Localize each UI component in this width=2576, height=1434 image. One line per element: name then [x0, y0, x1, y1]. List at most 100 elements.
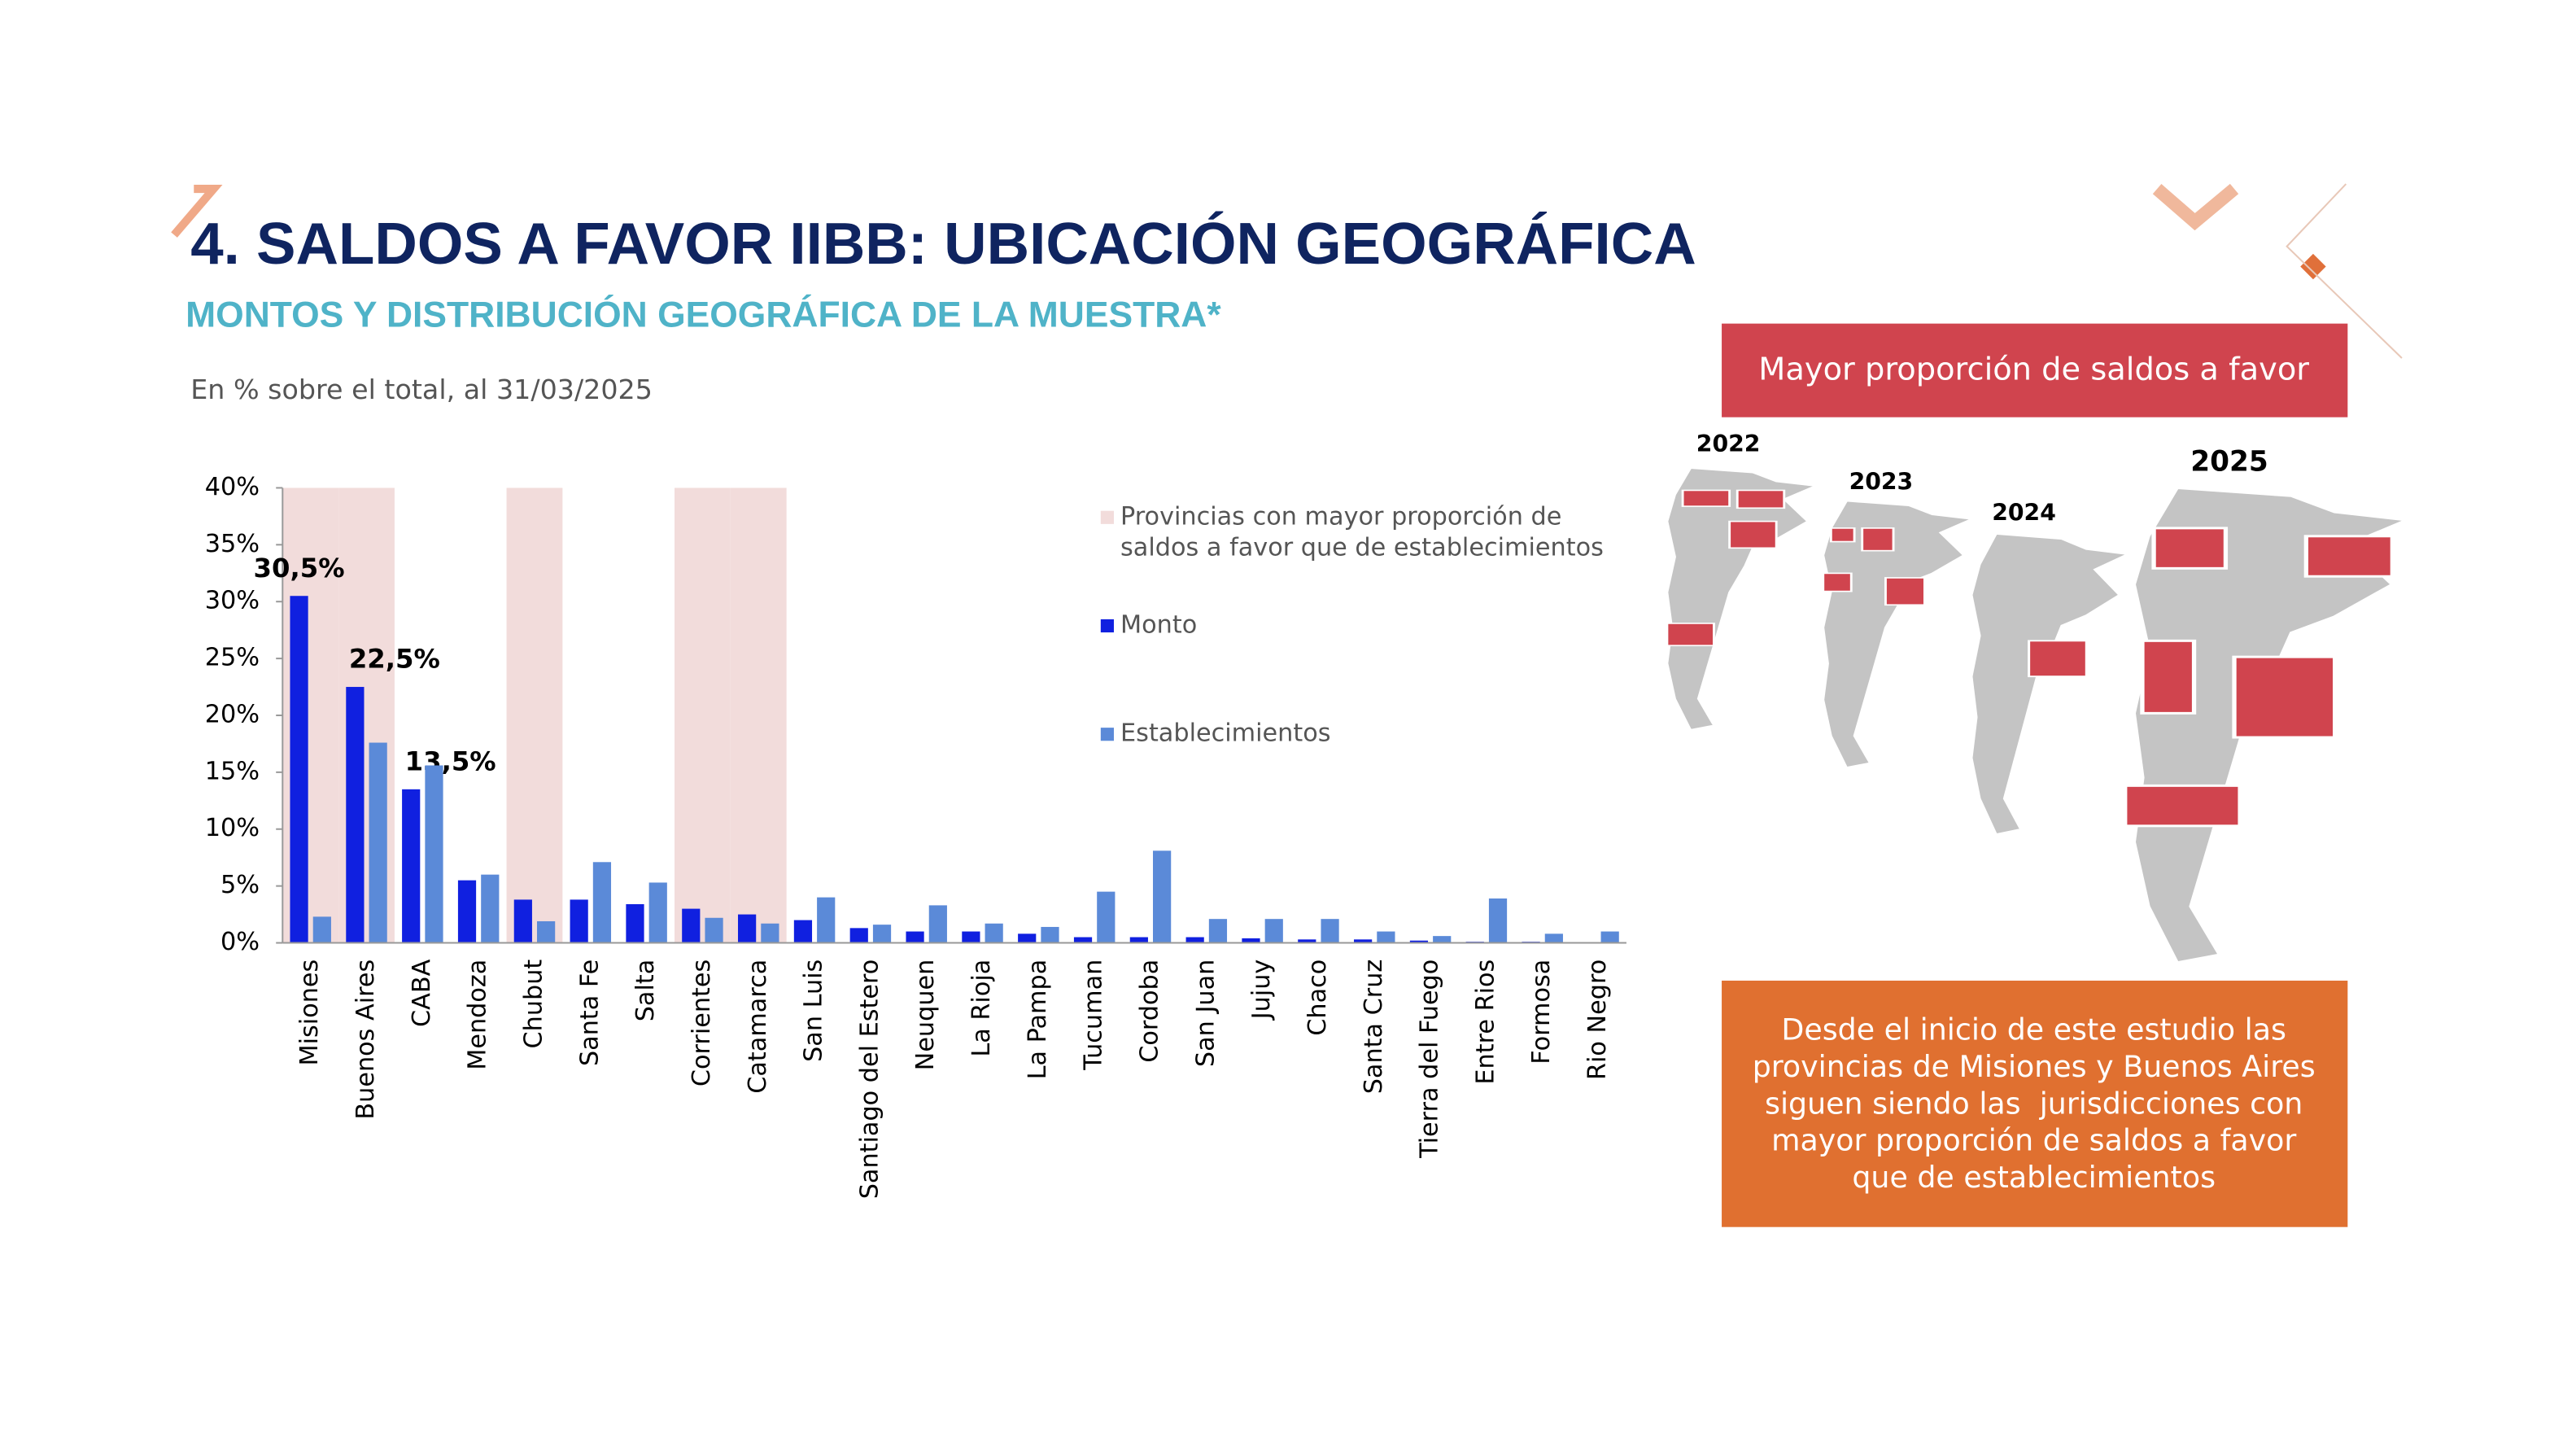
bar [906, 931, 924, 943]
page-subtitle: MONTOS Y DISTRIBUCIÓN GEOGRÁFICA DE LA M… [186, 294, 1221, 334]
y-tick-label: 5% [220, 871, 260, 899]
x-tick-label: Corrientes [688, 960, 716, 1086]
x-tick-label: La Rioja [967, 960, 996, 1057]
y-tick-label: 25% [205, 644, 260, 672]
bar [626, 903, 644, 943]
chart-subtitle: En % sobre el total, al 31/03/2025 [190, 374, 653, 405]
bar [369, 742, 387, 943]
callout-box [1722, 980, 2348, 1227]
bar [537, 920, 556, 943]
x-tick-label: Tucuman [1080, 960, 1108, 1071]
legend-label: saldos a favor que de establecimientos [1120, 534, 1604, 562]
bar [570, 899, 588, 943]
x-tick-label: Formosa [1527, 960, 1556, 1065]
y-tick-label: 10% [205, 814, 260, 842]
callout-line: siguen siendo las jurisdicciones con [1765, 1086, 2303, 1121]
x-tick-label: Tierra del Fuego [1416, 960, 1444, 1159]
legend-swatch [1100, 510, 1114, 524]
bar [849, 928, 868, 943]
x-tick-label: CABA [408, 959, 436, 1027]
banner-box [1722, 323, 2348, 418]
bar [1018, 933, 1037, 943]
bar [592, 862, 612, 943]
bar [513, 899, 532, 943]
bar [1185, 937, 1204, 943]
data-label: 13,5% [405, 746, 496, 777]
x-tick-label: Entre Rios [1471, 960, 1500, 1085]
bar [346, 687, 365, 943]
bar-chart: 0% 5% 10% 15% 20% 25% 30% 35% 40% Misiones 30,5% Bu… [205, 473, 1626, 1199]
x-tick-label: Jujuy [1247, 960, 1276, 1021]
highlight-band [506, 487, 563, 943]
map-year: 2022 [1696, 431, 1761, 457]
bar [738, 914, 757, 943]
x-tick-label: Chaco [1303, 960, 1332, 1036]
bar [648, 882, 667, 943]
callout-line: mayor proporción de saldos a favor [1771, 1123, 2296, 1158]
maps [1666, 466, 2407, 963]
bar [1377, 931, 1395, 943]
legend-label: Provincias con mayor proporción de [1120, 502, 1561, 531]
x-tick-label: San Juan [1191, 960, 1220, 1067]
data-label: 30,5% [254, 553, 345, 584]
y-tick-label: 15% [205, 757, 260, 785]
x-tick-label: Buenos Aires [351, 960, 380, 1120]
bar [928, 905, 947, 943]
highlight-band [675, 487, 731, 943]
x-tick-label: Rio Negro [1583, 960, 1612, 1080]
bar [1242, 938, 1260, 943]
data-label: 22,5% [349, 644, 440, 675]
bar [1600, 931, 1619, 943]
x-tick-label: Neuquen [911, 960, 940, 1071]
bar [481, 874, 500, 943]
bar [817, 897, 836, 943]
legend-swatch [1100, 619, 1114, 633]
callout-line: Desde el inicio de este estudio las [1781, 1012, 2286, 1047]
bar [1073, 937, 1093, 943]
bar [312, 916, 331, 943]
bar [1264, 919, 1283, 943]
y-tick-label: 0% [220, 928, 260, 956]
decoration [171, 183, 2403, 359]
legend-label: Establecimientos [1120, 719, 1331, 748]
bar [1488, 898, 1508, 943]
bar [1041, 926, 1059, 943]
bar [290, 596, 308, 943]
y-tick-label: 30% [205, 587, 260, 615]
x-tick-label: Catamarca [744, 960, 772, 1094]
map-year: 2025 [2190, 446, 2268, 479]
bar [1208, 919, 1228, 943]
bar [1298, 939, 1316, 943]
x-tick-label: La Pampa [1024, 960, 1052, 1080]
y-tick-label: 40% [205, 473, 260, 501]
x-tick-label: Mendoza [464, 960, 492, 1070]
callout-line: provincias de Misiones y Buenos Aires [1753, 1049, 2316, 1084]
legend-label: Monto [1120, 610, 1197, 639]
x-tick-label: Salta [631, 960, 660, 1022]
bar [1409, 940, 1429, 943]
bar [402, 789, 421, 943]
x-tick-label: Chubut [519, 960, 548, 1049]
x-tick-label: Santiago del Estero [855, 960, 884, 1200]
callout-text: Desde el inicio de este estudio lasprovi… [1753, 1012, 2316, 1196]
bar [1129, 937, 1148, 943]
bar [1354, 939, 1373, 943]
bar [1433, 936, 1452, 943]
bar [761, 923, 779, 943]
x-tick-label: Santa Cruz [1360, 960, 1388, 1095]
highlight-band [730, 487, 787, 943]
bar [457, 880, 477, 943]
legend-swatch [1100, 728, 1114, 741]
map-year: 2023 [1849, 468, 1914, 495]
x-tick-label: Santa Fe [575, 960, 604, 1066]
bar [962, 931, 980, 943]
bar [872, 925, 892, 943]
bar [793, 920, 813, 943]
x-tick-label: San Luis [800, 960, 828, 1062]
bar [1153, 850, 1172, 943]
x-tick-label: Cordoba [1135, 960, 1164, 1063]
bar [425, 765, 443, 943]
bar [1544, 933, 1563, 943]
